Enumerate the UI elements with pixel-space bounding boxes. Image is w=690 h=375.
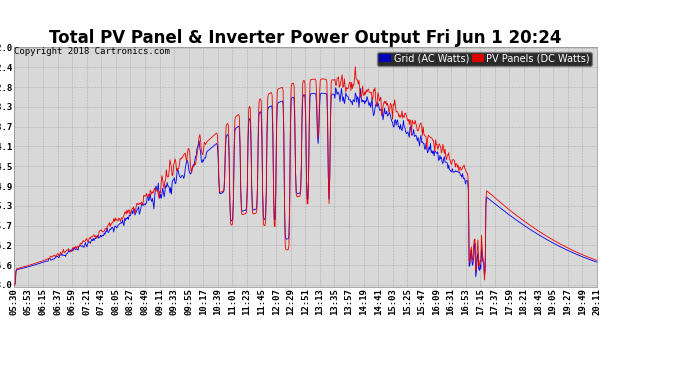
Title: Total PV Panel & Inverter Power Output Fri Jun 1 20:24: Total PV Panel & Inverter Power Output F… — [49, 29, 562, 47]
Text: Copyright 2018 Cartronics.com: Copyright 2018 Cartronics.com — [14, 47, 170, 56]
Legend: Grid (AC Watts), PV Panels (DC Watts): Grid (AC Watts), PV Panels (DC Watts) — [377, 52, 592, 66]
